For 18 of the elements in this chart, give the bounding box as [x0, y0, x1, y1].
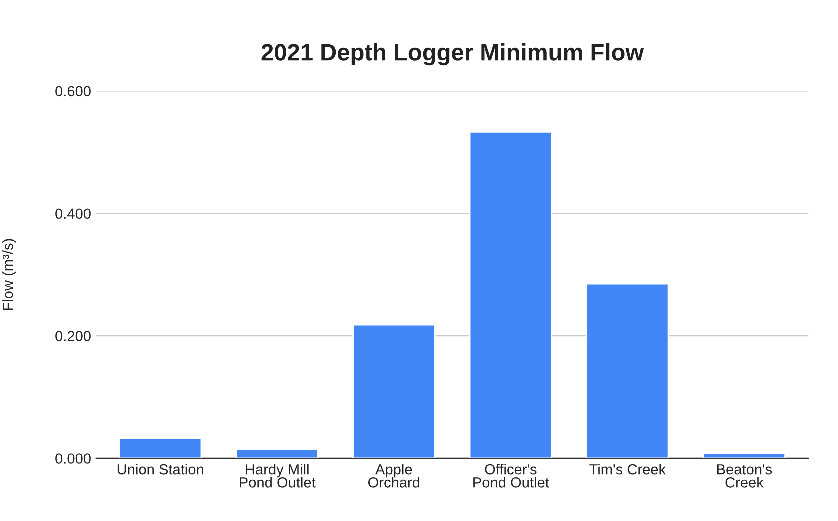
- y-tick-label: 0.400: [56, 208, 91, 220]
- bar: [236, 448, 319, 458]
- x-tick-label: Beaton's Creek: [717, 464, 772, 488]
- x-tick-label: Hardy Mill Pond Outlet: [240, 464, 316, 488]
- y-axis-title: Flow (m³/s): [2, 239, 16, 310]
- bar: [469, 131, 552, 458]
- x-tick-label: Union Station: [118, 464, 204, 475]
- x-tick-label: Tim's Creek: [590, 464, 666, 475]
- bar: [352, 324, 436, 458]
- bar: [702, 452, 786, 458]
- y-tick-label: 0.200: [56, 331, 91, 342]
- chart-title: 2021 Depth Logger Minimum Flow: [262, 44, 644, 66]
- y-tick-label: 0.000: [56, 454, 91, 464]
- x-tick-label: Officer's Pond Outlet: [474, 464, 550, 488]
- x-tick-label: Apple Orchard: [368, 464, 420, 488]
- bar: [119, 438, 202, 458]
- bar: [586, 283, 670, 458]
- y-tick-label: 0.600: [56, 86, 91, 97]
